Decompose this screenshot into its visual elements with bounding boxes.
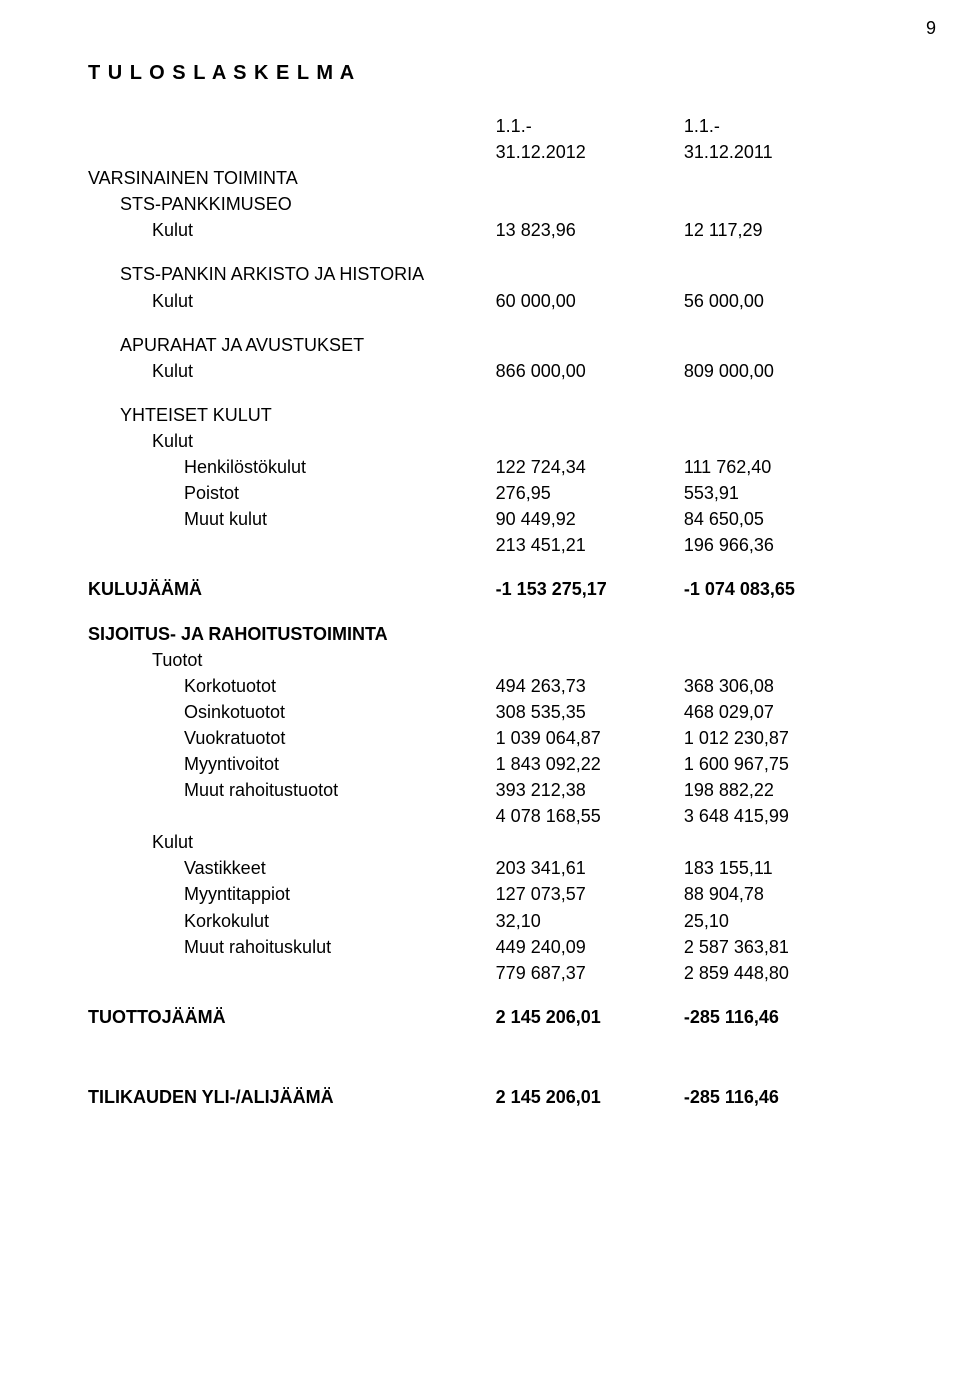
tuottojaama-v2: -285 116,46: [684, 1004, 872, 1030]
kulut-row-label: Myyntitappiot: [88, 881, 496, 907]
kulujaama-v1: -1 153 275,17: [496, 576, 684, 602]
tuotot-row-v2: 368 306,08: [684, 673, 872, 699]
tuotot-row-v1: 308 535,35: [496, 699, 684, 725]
tuotot-row-v1: 393 212,38: [496, 777, 684, 803]
tuotot-row-label: Osinkotuotot: [88, 699, 496, 725]
kulut-row-label: Korkokulut: [88, 908, 496, 934]
tuotot-label: Tuotot: [88, 647, 496, 673]
page-number: 9: [926, 18, 936, 39]
yhteiset-kulut-label: Kulut: [88, 428, 496, 454]
yhteiset-row-v2: 111 762,40: [684, 454, 872, 480]
sts-museo-v2: 12 117,29: [684, 217, 872, 243]
arkisto-kulut-label: Kulut: [88, 288, 496, 314]
apurahat-label: APURAHAT JA AVUSTUKSET: [88, 332, 496, 358]
report-title: T U L O S L A S K E L M A: [88, 62, 872, 85]
kulut-row-label: Muut rahoituskulut: [88, 934, 496, 960]
arkisto-v1: 60 000,00: [496, 288, 684, 314]
kulut-row-label: Vastikkeet: [88, 855, 496, 881]
yhteiset-label: YHTEISET KULUT: [88, 402, 496, 428]
tuotot-row-v2: 198 882,22: [684, 777, 872, 803]
tuotot-row-v1: 1 039 064,87: [496, 725, 684, 751]
tuotot-row-v1: 494 263,73: [496, 673, 684, 699]
kulut-label: Kulut: [88, 829, 496, 855]
yhteiset-sum-v2: 196 966,36: [684, 532, 872, 558]
tuotot-row-label: Vuokratuotot: [88, 725, 496, 751]
kulut-row-v1: 32,10: [496, 908, 684, 934]
yhteiset-row-v2: 84 650,05: [684, 506, 872, 532]
period2-line2: 31.12.2011: [684, 139, 872, 165]
yhteiset-row-label: Muut kulut: [88, 506, 496, 532]
kulut-row-v2: 183 155,11: [684, 855, 872, 881]
yhteiset-row-v1: 90 449,92: [496, 506, 684, 532]
tuotot-row-v2: 1 012 230,87: [684, 725, 872, 751]
arkisto-v2: 56 000,00: [684, 288, 872, 314]
apurahat-kulut-label: Kulut: [88, 358, 496, 384]
tilikauden-label: TILIKAUDEN YLI-/ALIJÄÄMÄ: [88, 1084, 496, 1110]
yhteiset-row-v2: 553,91: [684, 480, 872, 506]
tilikauden-v2: -285 116,46: [684, 1084, 872, 1110]
kulut-sum-v2: 2 859 448,80: [684, 960, 872, 986]
kulut-sum-v1: 779 687,37: [496, 960, 684, 986]
tilikauden-v1: 2 145 206,01: [496, 1084, 684, 1110]
kulut-row-v2: 25,10: [684, 908, 872, 934]
tuotot-row-v2: 1 600 967,75: [684, 751, 872, 777]
tuotot-sum-v2: 3 648 415,99: [684, 803, 872, 829]
tuotot-row-v1: 1 843 092,22: [496, 751, 684, 777]
tuotot-row-label: Korkotuotot: [88, 673, 496, 699]
kulut-row-v2: 88 904,78: [684, 881, 872, 907]
tuottojaama-v1: 2 145 206,01: [496, 1004, 684, 1030]
tuotot-row-v2: 468 029,07: [684, 699, 872, 725]
kulut-row-v1: 449 240,09: [496, 934, 684, 960]
arkisto-label: STS-PANKIN ARKISTO JA HISTORIA: [88, 261, 496, 287]
kulut-row-v2: 2 587 363,81: [684, 934, 872, 960]
kulut-row-v1: 127 073,57: [496, 881, 684, 907]
yhteiset-row-v1: 276,95: [496, 480, 684, 506]
period1-line2: 31.12.2012: [496, 139, 684, 165]
apurahat-v2: 809 000,00: [684, 358, 872, 384]
sts-museo-label: STS-PANKKIMUSEO: [88, 191, 496, 217]
varsinainen-heading: VARSINAINEN TOIMINTA: [88, 165, 496, 191]
sijoitus-heading: SIJOITUS- JA RAHOITUSTOIMINTA: [88, 621, 496, 647]
yhteiset-sum-v1: 213 451,21: [496, 532, 684, 558]
apurahat-v1: 866 000,00: [496, 358, 684, 384]
kulujaama-label: KULUJÄÄMÄ: [88, 576, 496, 602]
income-statement-table: 1.1.- 1.1.- 31.12.2012 31.12.2011 VARSIN…: [88, 113, 872, 1110]
tuottojaama-label: TUOTTOJÄÄMÄ: [88, 1004, 496, 1030]
period1-line1: 1.1.-: [496, 113, 684, 139]
yhteiset-row-label: Henkilöstökulut: [88, 454, 496, 480]
sts-museo-kulut-label: Kulut: [88, 217, 496, 243]
sts-museo-v1: 13 823,96: [496, 217, 684, 243]
period2-line1: 1.1.-: [684, 113, 872, 139]
yhteiset-row-label: Poistot: [88, 480, 496, 506]
kulut-row-v1: 203 341,61: [496, 855, 684, 881]
yhteiset-row-v1: 122 724,34: [496, 454, 684, 480]
tuotot-row-label: Muut rahoitustuotot: [88, 777, 496, 803]
tuotot-sum-v1: 4 078 168,55: [496, 803, 684, 829]
kulujaama-v2: -1 074 083,65: [684, 576, 872, 602]
tuotot-row-label: Myyntivoitot: [88, 751, 496, 777]
